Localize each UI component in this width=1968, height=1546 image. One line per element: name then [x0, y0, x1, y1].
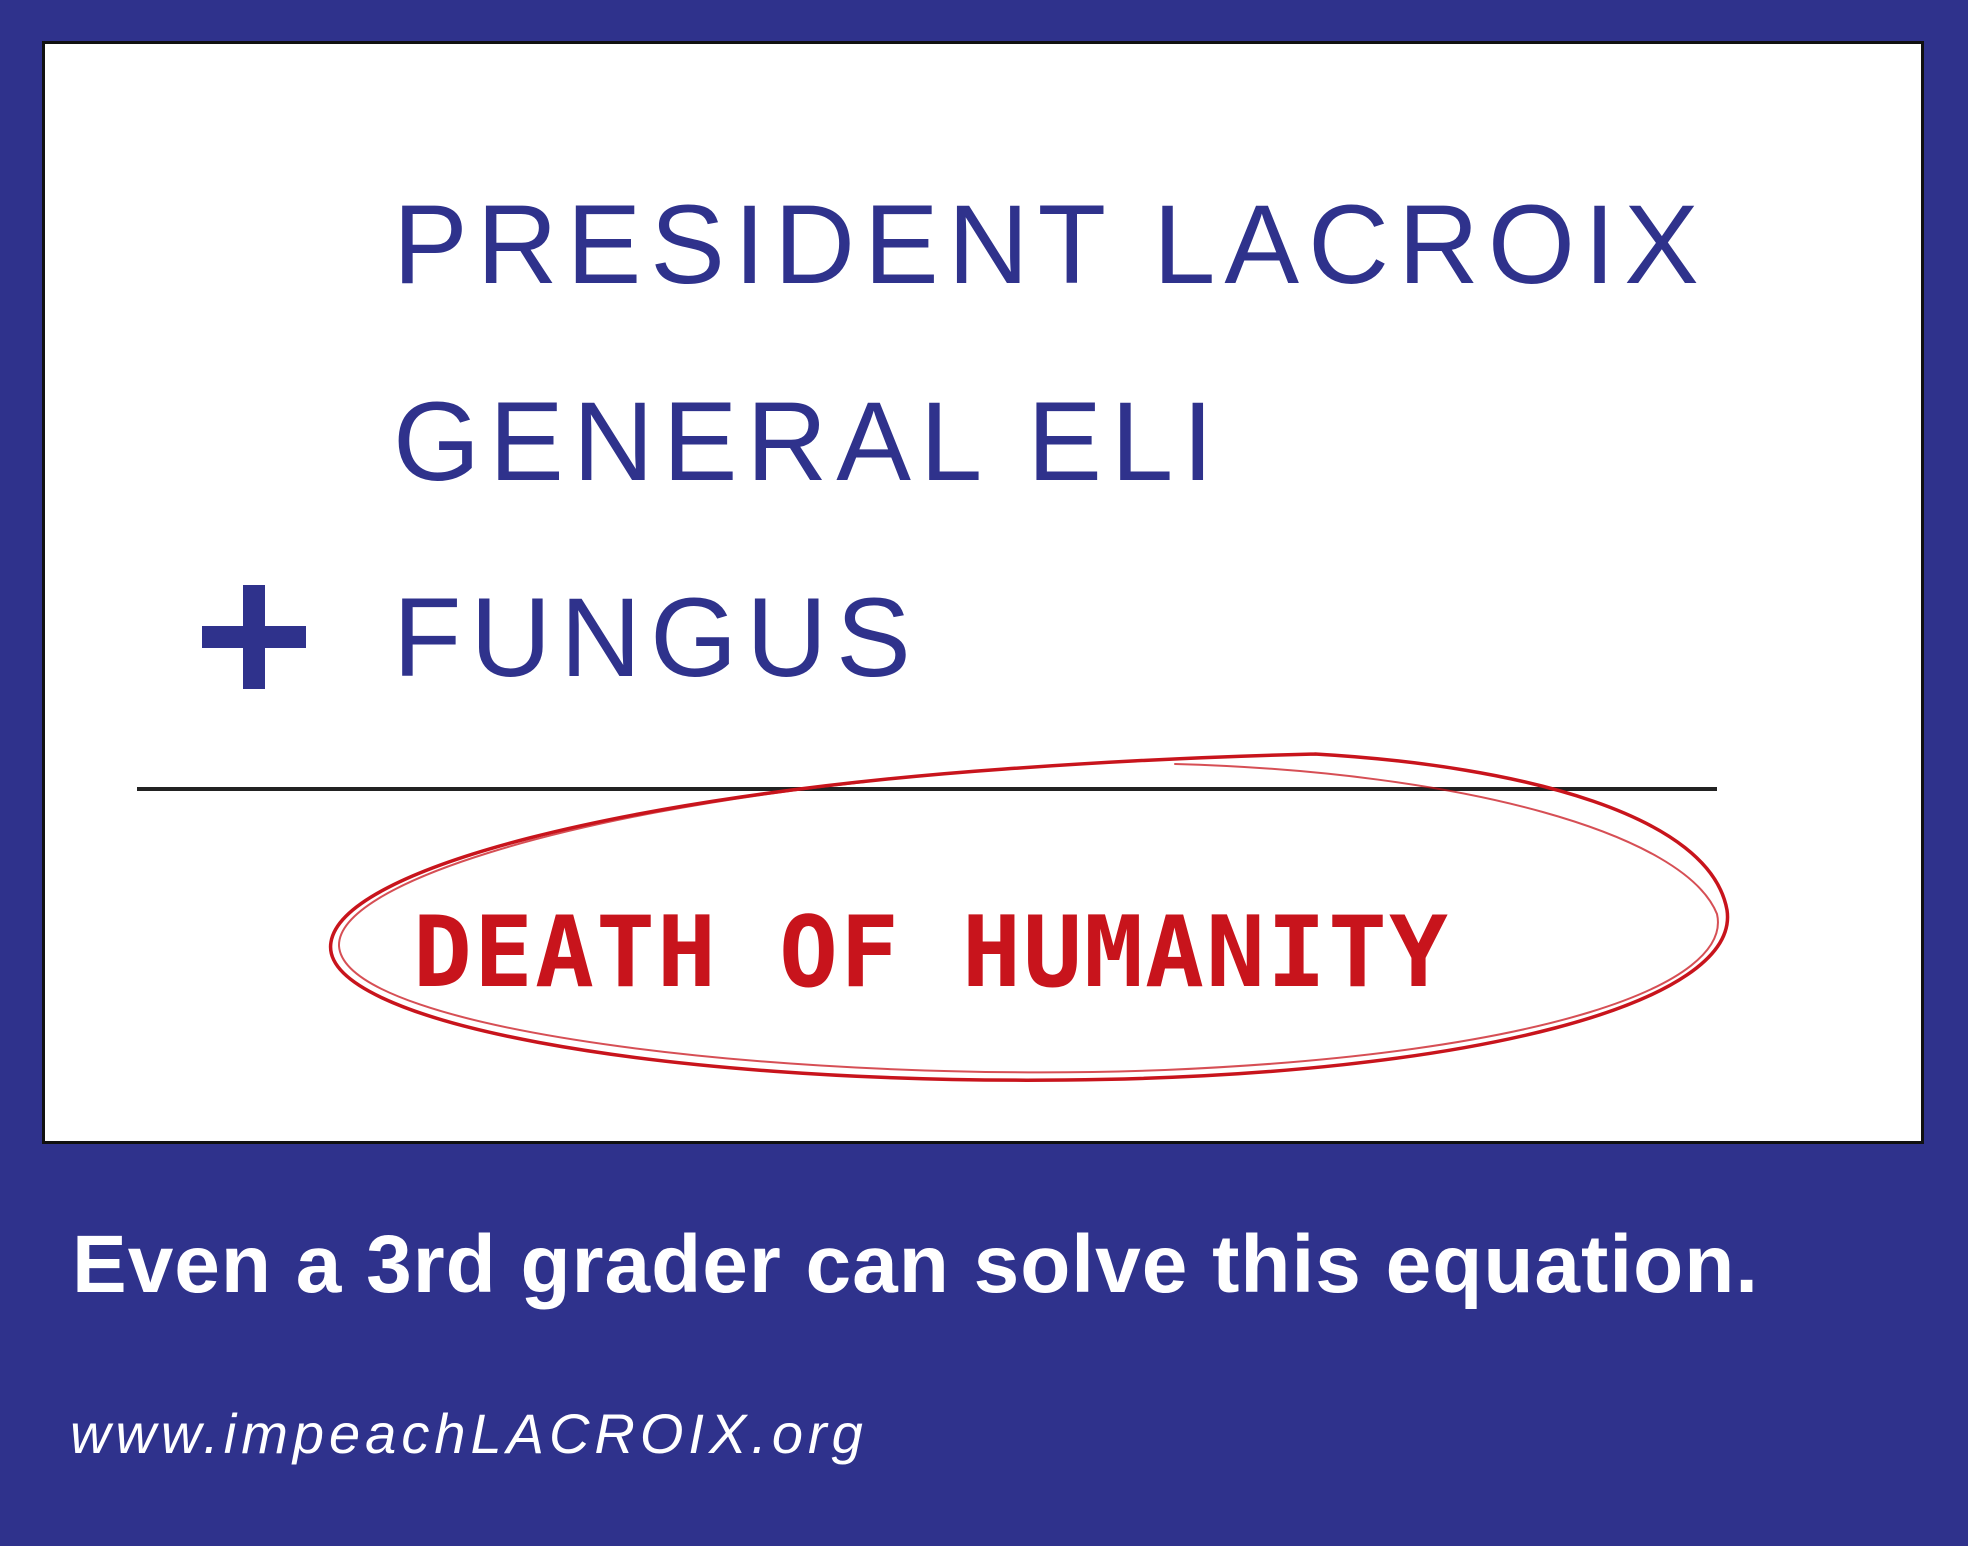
equation-term-president: PRESIDENT LACROIX — [393, 182, 1708, 307]
equation-term-general: GENERAL ELI — [393, 379, 1223, 504]
equation-card: PRESIDENT LACROIX GENERAL ELI FUNGUS DEA… — [42, 41, 1924, 1144]
equation-term-fungus: FUNGUS — [393, 575, 920, 700]
plus-icon — [202, 585, 306, 689]
tagline: Even a 3rd grader can solve this equatio… — [72, 1219, 1760, 1310]
equation-result: DEATH OF HUMANITY — [413, 896, 1451, 1010]
website-link[interactable]: www.impeachLACROIX.org — [70, 1402, 868, 1465]
equation-divider-line — [137, 787, 1717, 791]
hand-drawn-circle-icon — [329, 752, 1730, 1082]
